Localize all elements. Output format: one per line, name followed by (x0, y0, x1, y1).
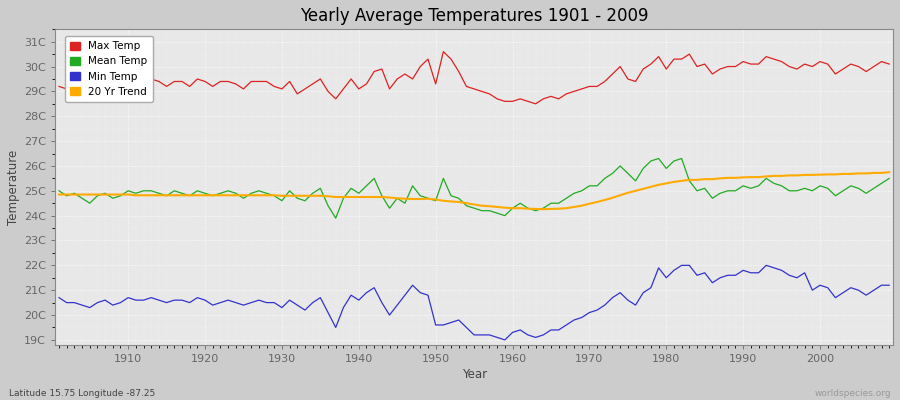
Title: Yearly Average Temperatures 1901 - 2009: Yearly Average Temperatures 1901 - 2009 (300, 7, 648, 25)
Y-axis label: Temperature: Temperature (7, 150, 20, 225)
Text: Latitude 15.75 Longitude -87.25: Latitude 15.75 Longitude -87.25 (9, 389, 155, 398)
Text: worldspecies.org: worldspecies.org (814, 389, 891, 398)
Legend: Max Temp, Mean Temp, Min Temp, 20 Yr Trend: Max Temp, Mean Temp, Min Temp, 20 Yr Tre… (65, 36, 153, 102)
X-axis label: Year: Year (462, 368, 487, 381)
